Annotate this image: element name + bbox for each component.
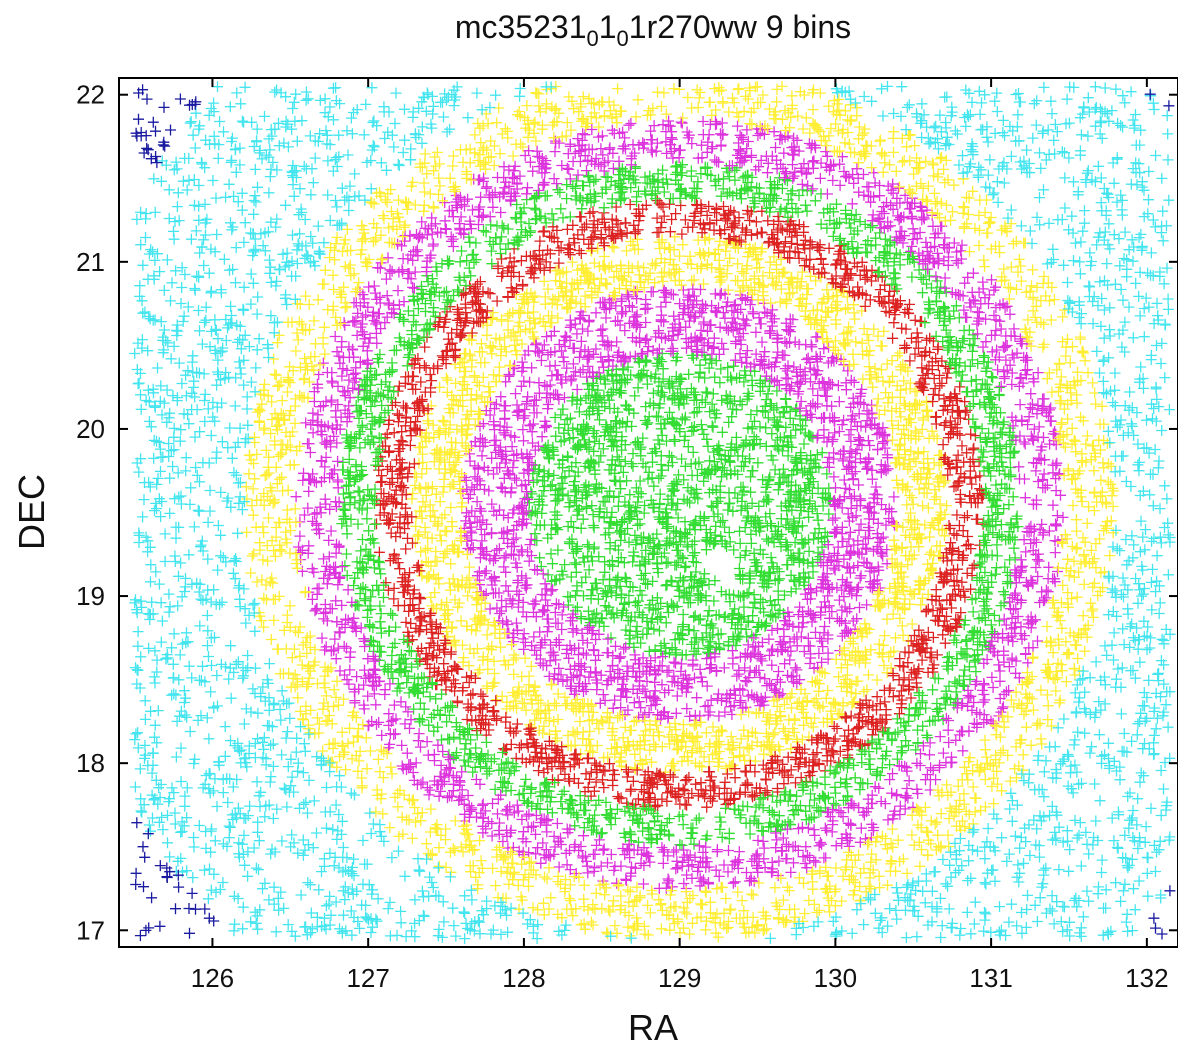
y-tick-label: 19 xyxy=(76,581,105,611)
series-bin-3 xyxy=(406,231,953,778)
chart-title-sub2: 0 xyxy=(617,26,629,51)
series-bin-7 xyxy=(240,80,1120,943)
y-tick-label: 18 xyxy=(76,748,105,778)
data-points xyxy=(129,80,1176,945)
x-axis-title: RA xyxy=(628,1007,678,1048)
bin-4-markers xyxy=(371,195,989,813)
bin-6-markers xyxy=(290,115,1069,894)
x-tick-label: 129 xyxy=(658,963,701,993)
y-tick-label: 17 xyxy=(76,915,105,945)
bin-3-markers xyxy=(406,231,953,778)
series-bin-8 xyxy=(129,80,1176,945)
bin-8-markers xyxy=(129,80,1176,945)
series-bin-4 xyxy=(371,195,989,813)
y-tick-label: 20 xyxy=(76,414,105,444)
y-axis-title: DEC xyxy=(11,474,52,550)
bin-9-markers xyxy=(130,84,1176,942)
x-tick-label: 126 xyxy=(191,963,234,993)
x-tick-label: 127 xyxy=(346,963,389,993)
y-tick-label: 22 xyxy=(76,80,105,110)
chart-title-mid: 1 xyxy=(599,9,617,45)
x-tick-label: 132 xyxy=(1125,963,1168,993)
series-bin-5 xyxy=(336,159,1024,851)
x-tick-label: 128 xyxy=(502,963,545,993)
chart-title-suffix: 1r270ww 9 bins xyxy=(629,9,851,45)
bin-5-markers xyxy=(336,159,1024,851)
series-bin-2 xyxy=(457,283,900,726)
bin-7-markers xyxy=(240,80,1120,943)
bin-1-markers xyxy=(522,348,836,661)
series-bin-1 xyxy=(522,348,836,661)
x-tick-label: 131 xyxy=(969,963,1012,993)
axis-ticks: 126 127 128 129 130 131 132 17 18 19 20 21 22 xyxy=(76,78,1178,993)
y-tick-label: 21 xyxy=(76,247,105,277)
chart-title-prefix: mc35231 xyxy=(455,9,587,45)
chart-title: mc352310101r270ww 9 bins xyxy=(455,9,851,51)
series-bin-6 xyxy=(290,115,1069,894)
chart-title-sub1: 0 xyxy=(587,26,599,51)
x-tick-label: 130 xyxy=(814,963,857,993)
plot-frame xyxy=(118,77,1178,948)
series-bin-9 xyxy=(130,84,1176,942)
bin-2-markers xyxy=(457,283,900,726)
